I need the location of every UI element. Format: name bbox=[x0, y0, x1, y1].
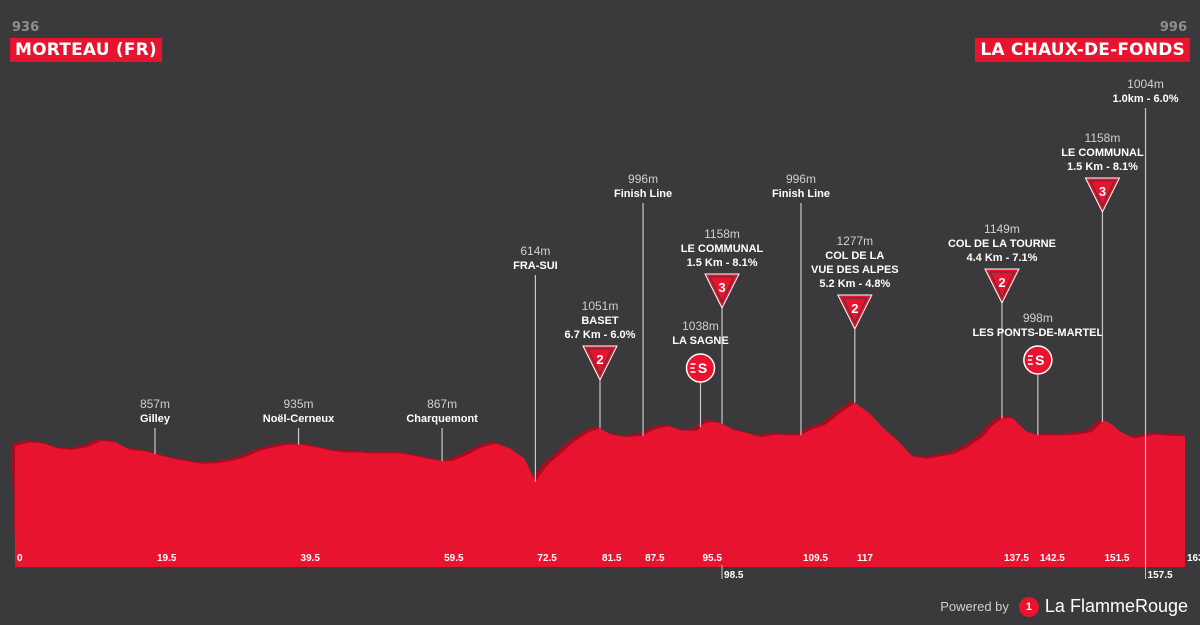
marker-altitude: 1158m bbox=[1085, 131, 1121, 145]
marker-altitude: 935m bbox=[284, 397, 314, 411]
profile-marker: 867m Charquemont bbox=[406, 397, 478, 462]
marker-name: COL DE LA TOURNE bbox=[948, 238, 1056, 250]
marker-altitude: 1277m bbox=[836, 234, 873, 248]
marker-altitude: 1158m bbox=[704, 227, 740, 241]
profile-marker: 935m Noël-Cerneux bbox=[263, 397, 335, 445]
profile-marker: 1277m COL DE LA VUE DES ALPES 5.2 Km - 4.8%… bbox=[811, 234, 899, 403]
profile-marker: 998m LES PONTS-DE-MARTEL S bbox=[972, 311, 1104, 436]
marker-name: LES PONTS-DE-MARTEL bbox=[972, 327, 1103, 339]
flamme-rouge-logo-icon: 1 bbox=[1018, 596, 1039, 617]
profile-marker: 1158m LE COMMUNAL 1.5 Km - 8.1% 3 bbox=[1061, 131, 1144, 422]
marker-name: COL DE LA bbox=[825, 250, 884, 262]
km-tick-label: 81.5 bbox=[602, 553, 622, 564]
km-tick-label: 19.5 bbox=[157, 553, 177, 564]
climb-category-icon bbox=[582, 345, 618, 382]
climb-category-inner bbox=[709, 276, 735, 304]
sprint-icon-glyph: S bbox=[1035, 352, 1044, 368]
footer-credit: Powered by 1 La FlammeRouge bbox=[940, 596, 1188, 617]
km-axis-strip bbox=[15, 545, 1185, 567]
marker-altitude: 867m bbox=[427, 397, 457, 411]
climb-category-icon bbox=[984, 268, 1020, 305]
km-tick-label: 142.5 bbox=[1040, 553, 1065, 564]
km-tick-label: 117 bbox=[857, 553, 874, 564]
profile-area bbox=[15, 402, 1185, 545]
marker-altitude: 1149m bbox=[984, 222, 1020, 236]
marker-name: Finish Line bbox=[614, 188, 672, 200]
marker-climb-detail: 5.2 Km - 4.8% bbox=[819, 278, 890, 290]
finish-altitude: 996 bbox=[1159, 20, 1187, 35]
start-altitude: 936 bbox=[12, 20, 40, 35]
km-tick-label: 95.5 bbox=[702, 553, 722, 564]
km-tick-label: 151.5 bbox=[1104, 553, 1129, 564]
climb-category-number: 3 bbox=[1099, 184, 1106, 199]
marker-altitude: 1004m bbox=[1127, 77, 1164, 91]
marker-climb-detail: 1.5 Km - 8.1% bbox=[687, 257, 758, 269]
start-city-label: MORTEAU (FR) bbox=[10, 38, 162, 62]
km-tick-label: 98.5 bbox=[724, 570, 744, 581]
marker-name: BASET bbox=[581, 315, 619, 327]
marker-altitude: 614m bbox=[520, 244, 550, 258]
marker-name: Charquemont bbox=[406, 413, 478, 425]
climb-category-icon bbox=[704, 273, 740, 310]
marker-altitude: 857m bbox=[140, 397, 170, 411]
profile-marker: 1051m BASET 6.7 Km - 6.0% 2 bbox=[565, 299, 636, 429]
marker-name: 1.0km - 6.0% bbox=[1112, 93, 1178, 105]
marker-climb-detail: 4.4 Km - 7.1% bbox=[967, 252, 1038, 264]
km-tick-label: 137.5 bbox=[1004, 553, 1029, 564]
profile-marker: 1038m LA SAGNE S bbox=[672, 319, 729, 428]
marker-name: LA SAGNE bbox=[672, 335, 728, 347]
marker-name: LE COMMUNAL bbox=[681, 243, 764, 255]
profile-marker: 996m Finish Line bbox=[614, 172, 672, 436]
climb-category-icon bbox=[837, 294, 873, 331]
marker-climb-detail: 1.5 Km - 8.1% bbox=[1067, 161, 1138, 173]
climb-category-inner bbox=[842, 297, 868, 325]
climb-category-icon bbox=[1084, 177, 1121, 214]
marker-altitude: 996m bbox=[628, 172, 658, 186]
profile-marker: 1149m COL DE LA TOURNE 4.4 Km - 7.1% 2 bbox=[948, 222, 1056, 419]
km-tick-label: 0 bbox=[17, 553, 23, 564]
marker-name: Finish Line bbox=[772, 188, 830, 200]
km-tick-label: 87.5 bbox=[645, 553, 665, 564]
km-tick-label: 157.5 bbox=[1148, 570, 1173, 581]
marker-name: Gilley bbox=[140, 413, 171, 425]
powered-by-label: Powered by bbox=[940, 599, 1009, 614]
profile-marker: 857m Gilley bbox=[140, 397, 171, 454]
km-tick-label: 109.5 bbox=[803, 553, 828, 564]
marker-altitude: 1038m bbox=[682, 319, 719, 333]
marker-name: FRA-SUI bbox=[513, 260, 558, 272]
profile-marker: 614m FRA-SUI bbox=[513, 244, 558, 482]
marker-name: LE COMMUNAL bbox=[1061, 147, 1144, 159]
marker-climb-detail: 6.7 Km - 6.0% bbox=[565, 329, 636, 341]
climb-category-number: 2 bbox=[998, 275, 1005, 290]
climb-category-number: 3 bbox=[718, 280, 725, 295]
climb-category-inner bbox=[989, 271, 1015, 299]
marker-altitude: 998m bbox=[1023, 311, 1053, 325]
finish-city-label: LA CHAUX-DE-FONDS bbox=[975, 38, 1190, 62]
km-tick-label: 72.5 bbox=[537, 553, 557, 564]
km-tick-label: 39.5 bbox=[301, 553, 321, 564]
climb-category-inner bbox=[1089, 180, 1116, 208]
marker-altitude: 1051m bbox=[582, 299, 619, 313]
climb-category-number: 2 bbox=[596, 352, 603, 367]
km-tick-label: 59.5 bbox=[444, 553, 464, 564]
brand-name: La FlammeRouge bbox=[1044, 596, 1188, 616]
profile-marker: 1004m 1.0km - 6.0% bbox=[1112, 77, 1179, 565]
marker-name-line2: VUE DES ALPES bbox=[811, 264, 899, 276]
marker-altitude: 996m bbox=[786, 172, 816, 186]
profile-marker: 1158m LE COMMUNAL 1.5 Km - 8.1% 3 bbox=[681, 227, 764, 424]
climb-category-number: 2 bbox=[851, 301, 858, 316]
climb-category-inner bbox=[587, 348, 613, 376]
profile-marker: 996m Finish Line bbox=[772, 172, 830, 436]
marker-name: Noël-Cerneux bbox=[263, 413, 335, 425]
sprint-icon-glyph: S bbox=[698, 360, 707, 376]
km-tick-label: 163 bbox=[1187, 553, 1200, 564]
